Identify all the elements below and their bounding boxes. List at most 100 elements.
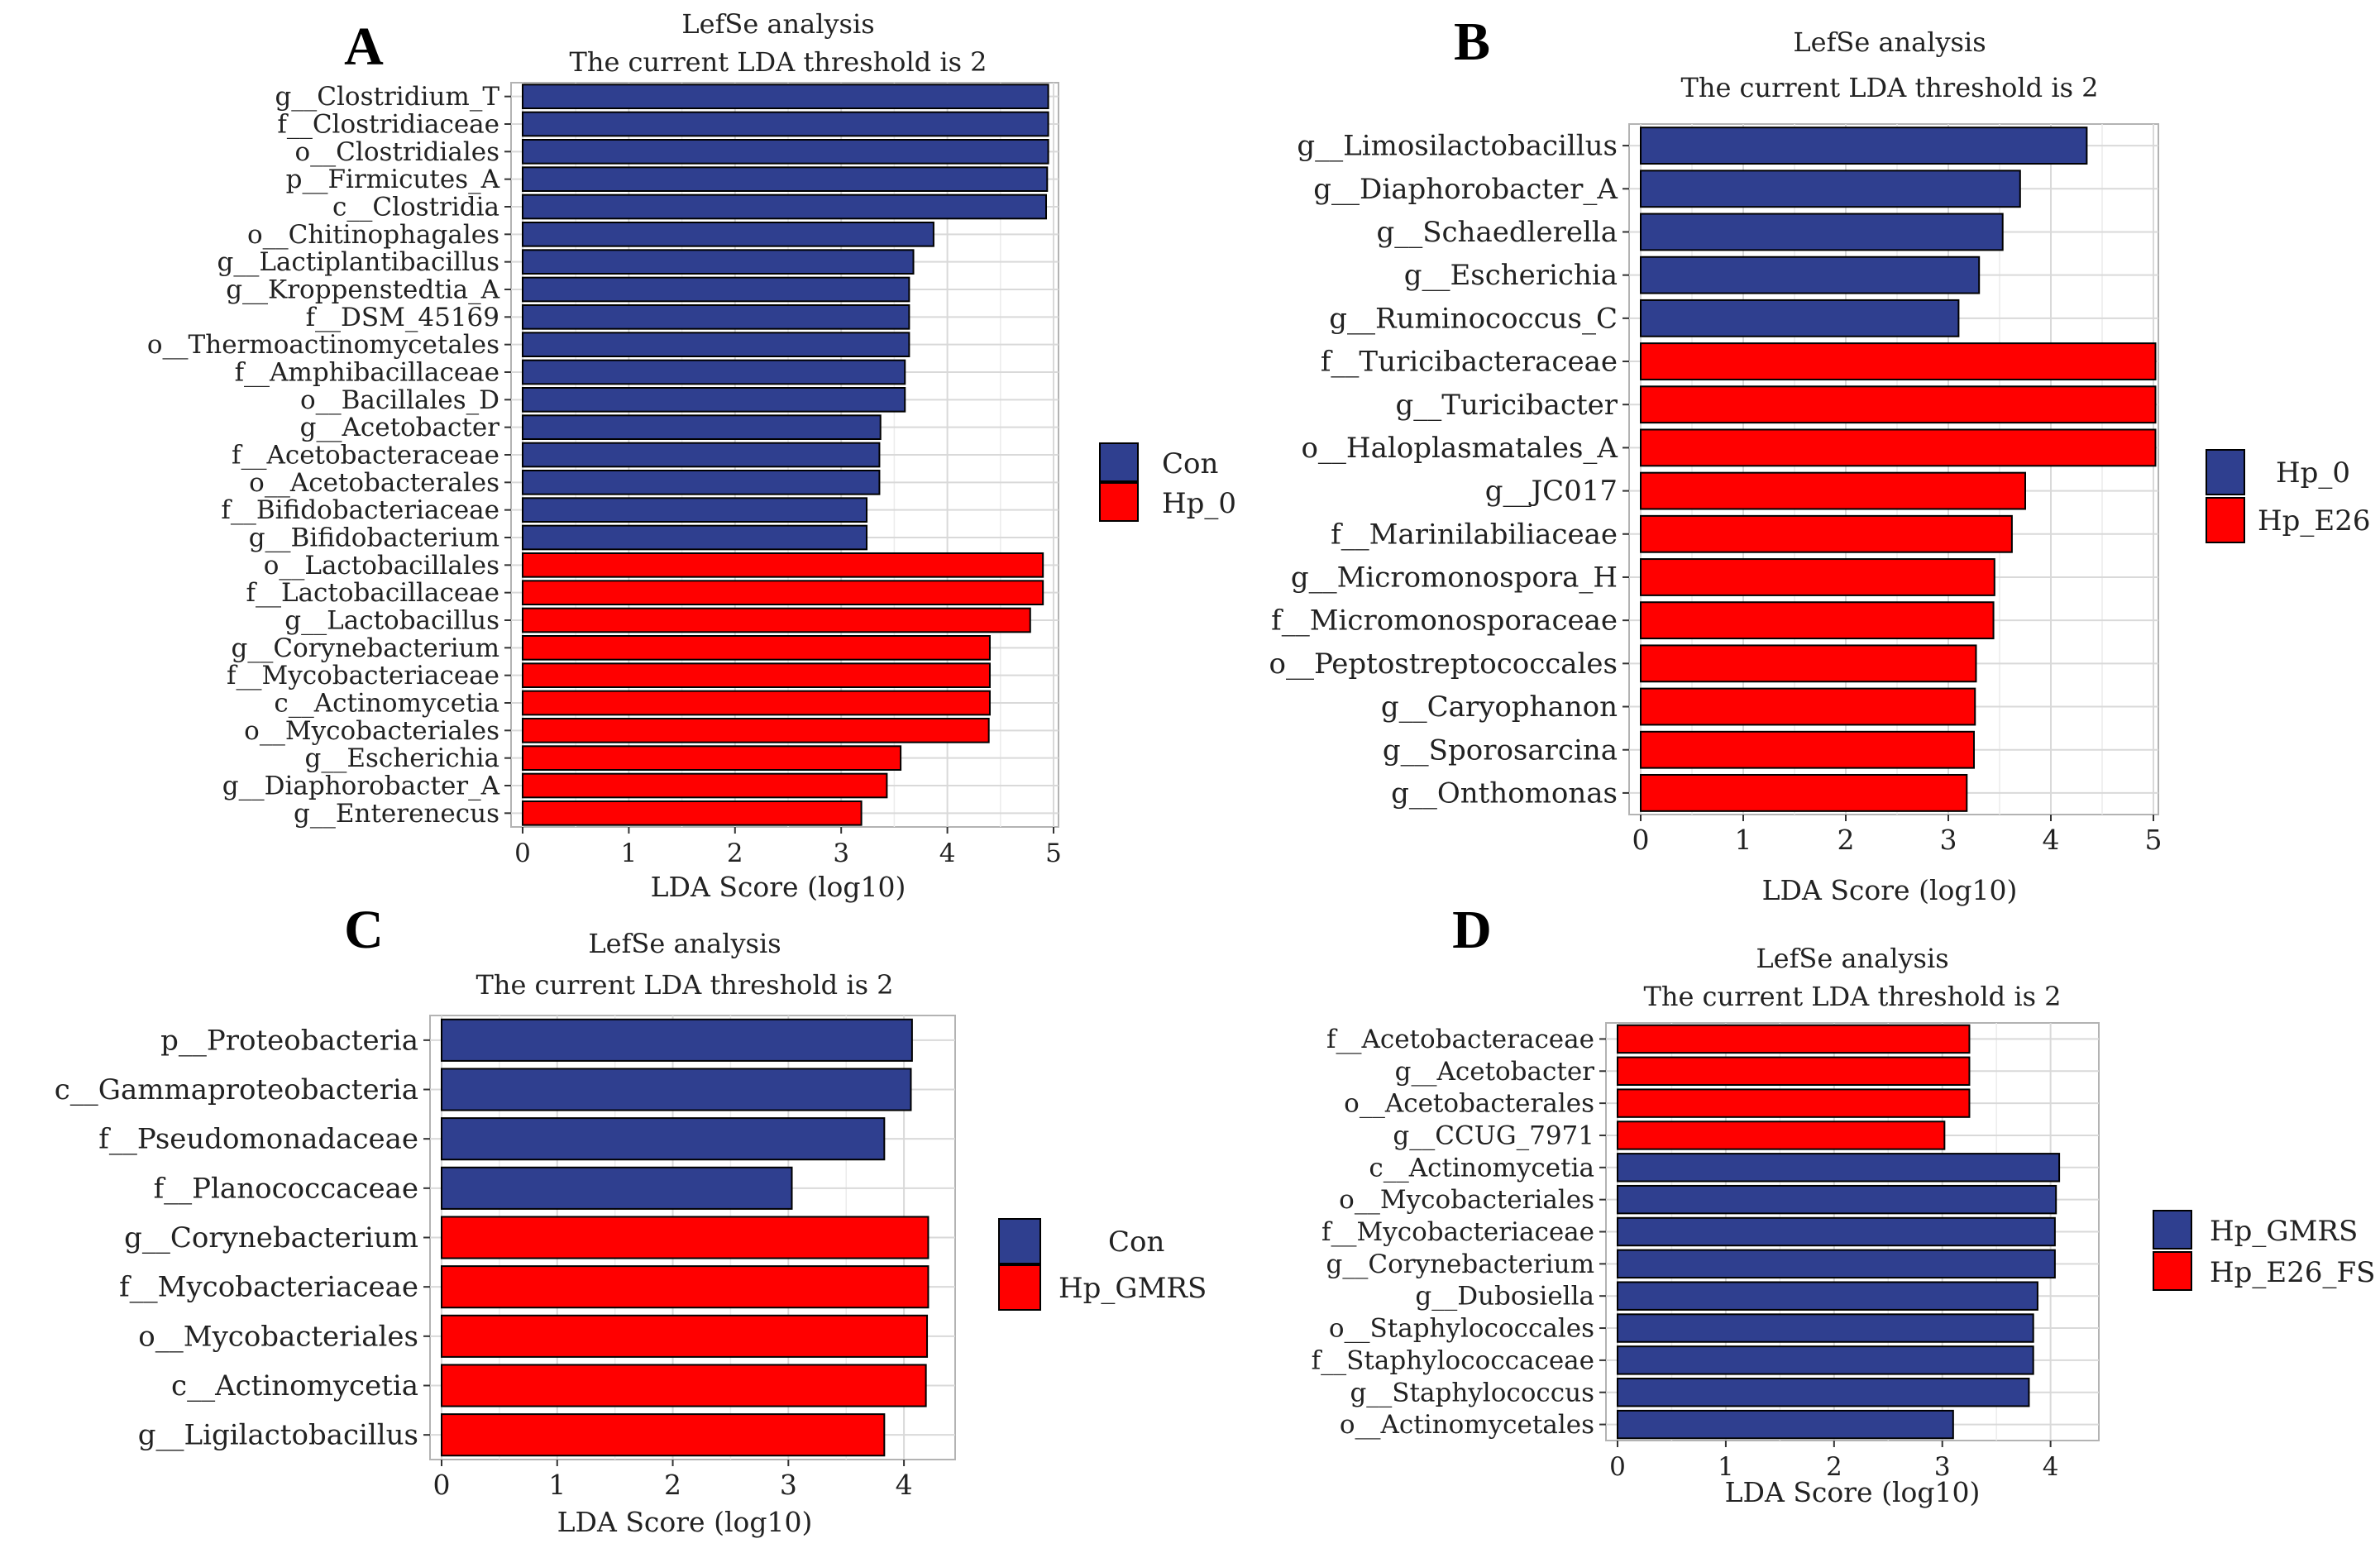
panel-a-x-tick-label: 2 — [727, 839, 743, 868]
panel-d-bar-o-acetobacterales — [1617, 1088, 1971, 1118]
panel-a-category-label-o-clostridiales: o__Clostridiales — [295, 137, 499, 167]
panel-d-bar-g-staphylococcus — [1617, 1378, 2030, 1407]
panel-a-category-label-g-escherichia: g__Escherichia — [304, 743, 499, 773]
panel-a-bar-o-chitinophagales — [522, 222, 934, 247]
panel-d-bar-c-actinomycetia — [1617, 1153, 2061, 1183]
panel-c-bar-f-pseudomonadaceae — [441, 1117, 886, 1161]
panel-a-x-ticks: 0 1 2 3 4 5 — [504, 95, 1062, 868]
panel-c-category-label-g-ligilactobacillus: g__Ligilactobacillus — [138, 1419, 418, 1452]
panel-d-category-label-o-actinomycetales: o__Actinomycetales — [1340, 1410, 1594, 1440]
panel-b-x-tick-label: 2 — [1838, 824, 1855, 856]
panel-b-legend-label-hp-e26: Hp_E26 — [2258, 504, 2371, 538]
panel-a-bar-f-dsm-45169 — [522, 304, 910, 330]
panel-d-category-label-g-dubosiella: g__Dubosiella — [1415, 1282, 1594, 1312]
panel-b-title: LefSe analysis — [1793, 26, 1986, 58]
panel-c-x-tick-label: 1 — [548, 1469, 566, 1501]
panel-b-bar-g-turicibacter — [1640, 385, 2157, 424]
panel-c-category-label-f-planococcaceae: f__Planococcaceae — [154, 1172, 418, 1205]
panel-c-bar-f-planococcaceae — [441, 1166, 793, 1210]
panel-a-category-label-o-acetobacterales: o__Acetobacterales — [249, 468, 499, 498]
panel-b-category-label-g-diaphorobacter-a: g__Diaphorobacter_A — [1313, 173, 1618, 206]
panel-b-subtitle: The current LDA threshold is 2 — [1680, 72, 2098, 103]
panel-a-category-label-p-firmicutes-a: p__Firmicutes_A — [286, 165, 500, 194]
panel-b-x-axis-title: LDA Score (log10) — [1762, 874, 2018, 906]
panel-a-bar-f-acetobacteraceae — [522, 442, 881, 468]
panel-b-bar-g-sporosarcina — [1640, 730, 1975, 769]
panel-a-bars — [522, 84, 1049, 826]
panel-a-category-labels: g__Clostridium_Tf__Clostridiaceaeo__Clos… — [147, 82, 500, 829]
panel-a-bar-g-kroppenstedtia-a — [522, 276, 910, 303]
panel-d-bar-g-acetobacter — [1617, 1056, 1971, 1086]
panel-a-legend-swatch-con — [1099, 442, 1139, 482]
panel-a-category-label-g-acetobacter: g__Acetobacter — [300, 413, 500, 442]
panel-d-bar-o-mycobacteriales — [1617, 1184, 2057, 1215]
panel-a-legend-swatch-hp-0 — [1099, 482, 1139, 522]
panel-b-legend-label-hp-0: Hp_0 — [2276, 456, 2350, 490]
panel-c-category-label-c-actinomycetia: c__Actinomycetia — [171, 1369, 418, 1402]
panel-a-x-tick-label: 0 — [514, 839, 531, 868]
panel-d-bars — [1617, 1024, 2061, 1440]
panel-b-bar-g-diaphorobacter-a — [1640, 170, 2021, 208]
panel-a-bar-g-clostridium-t — [522, 84, 1049, 110]
panel-b-bar-o-peptostreptococcales — [1640, 644, 1977, 683]
panel-b-category-label-g-escherichia: g__Escherichia — [1404, 259, 1618, 292]
panel-a-category-label-g-clostridium-t: g__Clostridium_T — [275, 82, 499, 112]
panel-a-bar-g-enterenecus — [522, 800, 863, 826]
panel-d-bar-o-staphylococcales — [1617, 1313, 2034, 1343]
panel-a-category-label-f-bifidobacteriaceae: f__Bifidobacteriaceae — [221, 495, 499, 525]
panel-c-category-label-g-corynebacterium: g__Corynebacterium — [124, 1221, 418, 1254]
panel-c-bar-o-mycobacteriales — [441, 1314, 929, 1358]
panel-a-legend-label-hp-0: Hp_0 — [1162, 487, 1236, 520]
panel-a-x-tick-label: 1 — [621, 839, 638, 868]
panel-b-category-label-f-turicibacteraceae: f__Turicibacteraceae — [1321, 346, 1618, 379]
panel-a-category-label-g-enterenecus: g__Enterenecus — [294, 799, 499, 829]
panel-c-category-label-o-mycobacteriales: o__Mycobacteriales — [138, 1320, 418, 1353]
panel-b-bar-g-escherichia — [1640, 256, 1981, 294]
panel-d-bar-f-staphylococcaceae — [1617, 1345, 2034, 1375]
panel-d-legend: Hp_GMRS Hp_E26_FS — [2153, 1210, 2375, 1291]
panel-a-category-label-g-kroppenstedtia-a: g__Kroppenstedtia_A — [226, 275, 499, 305]
panel-b-bar-g-ruminococcus-c — [1640, 299, 1960, 337]
panel-c-legend: Con Hp_GMRS — [998, 1218, 1207, 1311]
panel-c-bar-c-actinomycetia — [441, 1364, 927, 1407]
panel-a-category-label-f-amphibacillaceae: f__Amphibacillaceae — [235, 358, 499, 388]
panel-c-subtitle: The current LDA threshold is 2 — [476, 969, 893, 1001]
panel-a-bar-o-clostridiales — [522, 139, 1049, 165]
panel-b-x-tick-label: 0 — [1632, 824, 1650, 856]
panel-b-category-label-o-peptostreptococcales: o__Peptostreptococcales — [1269, 647, 1618, 681]
panel-b-bar-f-turicibacteraceae — [1640, 342, 2157, 380]
panel-a-category-label-g-lactobacillus: g__Lactobacillus — [284, 606, 499, 636]
panel-b-category-label-g-caryophanon: g__Caryophanon — [1381, 690, 1618, 724]
panel-c-title: LefSe analysis — [588, 928, 781, 959]
panel-a-x-tick-label: 3 — [833, 839, 849, 868]
panel-c-category-labels: p__Proteobacteria c__Gammaproteobacteriaf… — [55, 1024, 418, 1451]
panel-a-category-label-g-corynebacterium: g__Corynebacterium — [232, 633, 499, 663]
panel-b-category-label-f-micromonosporaceae: f__Micromonosporaceae — [1271, 604, 1618, 638]
panel-c-bar-g-corynebacterium — [441, 1216, 930, 1259]
panel-c-bar-f-mycobacteriaceae — [441, 1265, 930, 1309]
panel-a-category-label-f-lactobacillaceae: f__Lactobacillaceae — [246, 578, 499, 608]
panel-a-bar-g-corynebacterium — [522, 635, 991, 661]
panel-a-bar-f-mycobacteriaceae — [522, 662, 991, 688]
panel-a-category-label-o-chitinophagales: o__Chitinophagales — [247, 220, 499, 250]
panel-b-bar-g-micromonospora-h — [1640, 558, 1995, 596]
panel-c-bars — [441, 1018, 930, 1457]
panel-b-bar-g-limosilactobacillus — [1640, 127, 2088, 165]
panel-c-bar-c-gammaproteobacteria — [441, 1068, 912, 1111]
panel-d-category-label-g-ccug-7971: g__CCUG_7971 — [1393, 1121, 1594, 1151]
panel-a-bar-c-actinomycetia — [522, 690, 991, 716]
panel-d-category-label-o-mycobacteriales: o__Mycobacteriales — [1339, 1185, 1594, 1215]
panel-b-bar-g-onthomonas — [1640, 773, 1968, 812]
panel-a-title: LefSe analysis — [681, 8, 874, 40]
panel-a-legend-label-con: Con — [1162, 447, 1218, 480]
panel-c-legend-swatch-con — [998, 1218, 1041, 1264]
panel-b-bar-g-jc017 — [1640, 471, 2026, 510]
panel-d-legend-label-hp-gmrs: Hp_GMRS — [2210, 1215, 2358, 1248]
panel-a-bar-g-lactiplantibacillus — [522, 249, 915, 275]
panel-d-category-label-g-corynebacterium: g__Corynebacterium — [1326, 1250, 1594, 1279]
panel-d-bar-f-acetobacteraceae — [1617, 1024, 1971, 1054]
panel-a-bar-o-acetobacterales — [522, 470, 881, 495]
panel-d-category-label-o-staphylococcales: o__Staphylococcales — [1329, 1314, 1594, 1344]
panel-d-x-ticks: 0 1 2 3 4 — [1599, 1038, 2059, 1482]
